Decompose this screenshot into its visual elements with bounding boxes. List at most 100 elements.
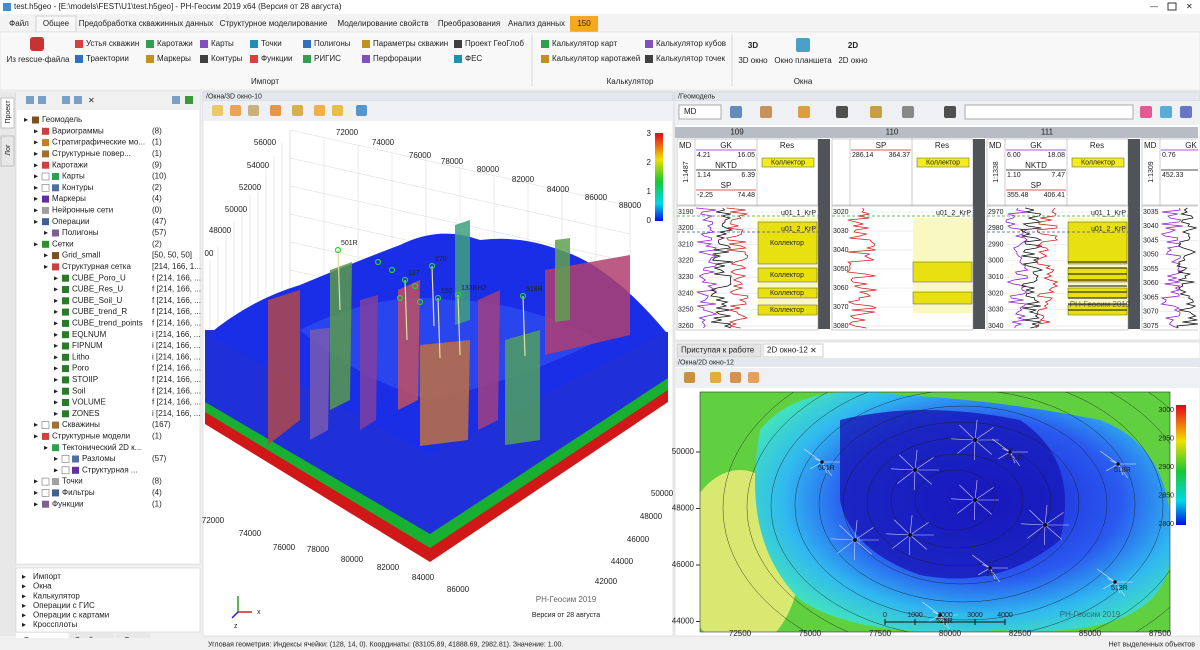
well-point[interactable]: [988, 566, 992, 570]
left-tab[interactable]: [70, 633, 114, 638]
close-tab[interactable]: ✕: [810, 346, 817, 355]
tree-item-label[interactable]: Сетки: [52, 239, 74, 248]
tree-expander[interactable]: ▸: [34, 138, 38, 147]
tree-item-label[interactable]: ZONES: [72, 409, 100, 418]
tree-item-label[interactable]: Маркеры: [52, 194, 86, 203]
tree-item-label[interactable]: Нейронные сети: [52, 206, 113, 215]
tree-expander[interactable]: ▸: [54, 296, 58, 305]
ribbon-icon[interactable]: [362, 55, 370, 63]
ribbon-icon[interactable]: [30, 37, 44, 51]
ribbon-button[interactable]: Параметры скважин: [373, 39, 448, 48]
toolbar-button[interactable]: [870, 106, 882, 118]
menu-tab-label[interactable]: Предобработка скважинных данных: [79, 19, 213, 28]
well-point[interactable]: [908, 533, 912, 537]
tree-checkbox[interactable]: [61, 455, 70, 463]
tree-checkbox[interactable]: [61, 466, 70, 475]
tree-expander[interactable]: ▸: [34, 217, 38, 226]
ribbon-icon[interactable]: [250, 40, 258, 48]
well-head[interactable]: [374, 258, 382, 266]
ribbon-button[interactable]: Калькулятор каротажей: [552, 54, 640, 63]
operation-item[interactable]: Калькулятор: [33, 591, 80, 600]
tree-expander[interactable]: ▸: [54, 386, 58, 395]
tree-checkbox[interactable]: [41, 477, 50, 486]
ops-expander[interactable]: ▸: [22, 582, 26, 591]
well-head[interactable]: [454, 291, 462, 299]
tree-item-label[interactable]: Операции: [52, 217, 89, 226]
left-tab[interactable]: [116, 633, 150, 638]
ribbon-button[interactable]: Из rescue-файла: [7, 55, 70, 64]
doc-tab[interactable]: [762, 343, 824, 358]
tree-item-label[interactable]: STOIIP: [72, 375, 98, 384]
side-tab[interactable]: [0, 135, 15, 167]
tree-expander[interactable]: ▸: [54, 273, 58, 282]
ops-expander[interactable]: ▸: [22, 611, 26, 620]
toolbar-button[interactable]: [710, 372, 721, 383]
ribbon-icon[interactable]: [796, 38, 810, 52]
ribbon-icon[interactable]: [303, 40, 311, 48]
toolbar-button[interactable]: [684, 372, 695, 383]
tree-expander[interactable]: ▸: [54, 409, 58, 418]
tree-expander[interactable]: ▸: [44, 228, 48, 237]
operation-item[interactable]: Импорт: [33, 572, 61, 581]
tree-expander[interactable]: ▸: [54, 307, 58, 316]
toolbar-button[interactable]: [748, 372, 759, 383]
well-head[interactable]: [388, 266, 396, 274]
toolbar-button[interactable]: [944, 106, 956, 118]
tree-item-label[interactable]: Структурная сетка: [62, 262, 131, 271]
menu-tab-label[interactable]: Файл: [9, 19, 29, 28]
well-point[interactable]: [1113, 580, 1117, 584]
tree-item-label[interactable]: Полигоны: [62, 228, 99, 237]
ribbon-icon[interactable]: [541, 55, 549, 63]
tree-item-label[interactable]: CUBE_Res_U: [72, 285, 123, 294]
tree-expander[interactable]: ▸: [34, 194, 38, 203]
ribbon-icon[interactable]: [645, 40, 653, 48]
toolbar-button[interactable]: [760, 106, 772, 118]
ribbon-button[interactable]: Проект ГеоГлоб: [465, 39, 524, 48]
tree-expander[interactable]: ▸: [34, 239, 38, 248]
well-point[interactable]: [913, 468, 917, 472]
ribbon-button[interactable]: РИГИС: [314, 54, 341, 63]
toolbar-button[interactable]: [74, 96, 82, 104]
tree-item-label[interactable]: Карты: [62, 172, 85, 181]
tree-checkbox[interactable]: [41, 421, 50, 429]
tree-expander[interactable]: ▸: [34, 488, 38, 497]
ribbon-icon[interactable]: [146, 40, 154, 48]
menu-tab-label[interactable]: 150: [577, 19, 591, 28]
tree-expander[interactable]: ▸: [34, 126, 38, 135]
toolbar-button[interactable]: [26, 96, 34, 104]
tree-checkbox[interactable]: [41, 184, 50, 192]
side-tab[interactable]: [0, 97, 15, 129]
tree-item-label[interactable]: EQLNUM: [72, 330, 107, 339]
ribbon-button[interactable]: Калькулятор карт: [552, 39, 617, 48]
tree-expander[interactable]: ▸: [34, 183, 38, 192]
ribbon-icon[interactable]: [645, 55, 653, 63]
menu-tab-label[interactable]: Общее: [43, 19, 70, 28]
left-tab[interactable]: [16, 633, 68, 638]
tree-item-label[interactable]: Структурные повер...: [52, 149, 131, 158]
tree-expander[interactable]: ▸: [34, 160, 38, 169]
ribbon-icon[interactable]: [541, 40, 549, 48]
tree-expander[interactable]: ▸: [34, 172, 38, 181]
tree-expander[interactable]: ▸: [54, 398, 58, 407]
close-button[interactable]: ✕: [1186, 2, 1193, 11]
well-point[interactable]: [938, 613, 942, 617]
ribbon-button[interactable]: ФЕС: [465, 54, 482, 63]
tree-expander[interactable]: ▸: [54, 341, 58, 350]
side-tab-label[interactable]: Лог: [5, 144, 12, 155]
tree-item-label[interactable]: CUBE_Poro_U: [72, 273, 126, 282]
ops-expander[interactable]: ▸: [22, 591, 26, 600]
tree-item-label[interactable]: FIPNUM: [72, 341, 103, 350]
ribbon-button[interactable]: Контуры: [211, 54, 243, 63]
tree-item-label[interactable]: Grid_small: [62, 251, 100, 260]
tree-expander[interactable]: ▸: [54, 330, 58, 339]
ribbon-icon[interactable]: [146, 55, 154, 63]
ribbon-button[interactable]: Точки: [261, 39, 282, 48]
tree-expander[interactable]: ▸: [34, 499, 38, 508]
toolbar-button[interactable]: [730, 372, 741, 383]
toolbar-button[interactable]: [1140, 106, 1152, 118]
toolbar-button[interactable]: [270, 105, 281, 116]
ribbon-button[interactable]: Окно планшета: [774, 56, 832, 65]
ribbon-button[interactable]: Функции: [261, 54, 293, 63]
toolbar-button[interactable]: [902, 106, 914, 118]
toolbar-button[interactable]: [212, 105, 223, 116]
